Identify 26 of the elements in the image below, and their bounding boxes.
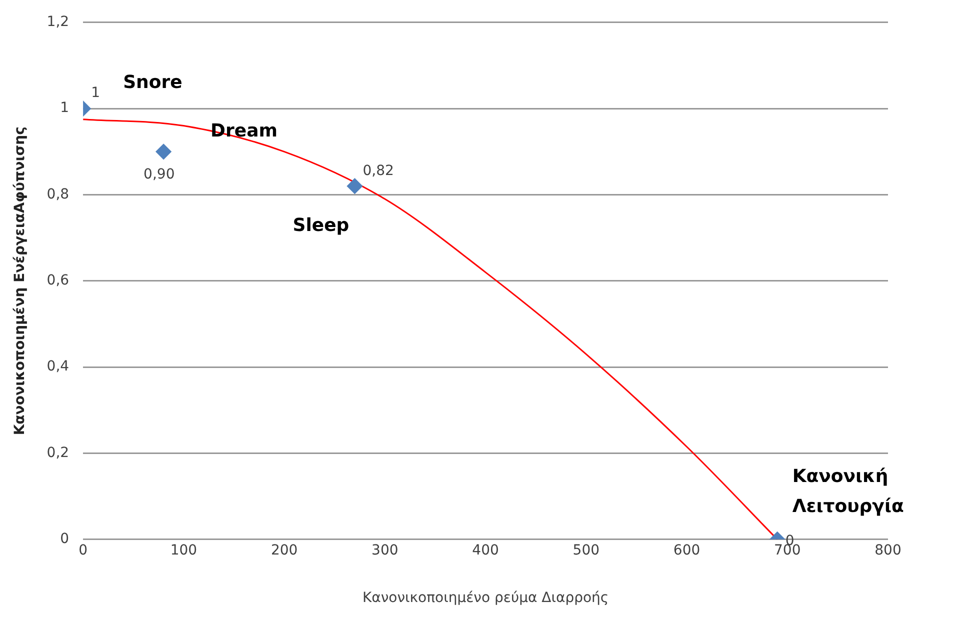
x-tick-label: 600	[673, 542, 700, 558]
x-tick-label: 100	[170, 542, 198, 558]
y-axis-title: Κανονικοποιημένη ΕνέργειαΑφύπνισης	[12, 126, 28, 436]
x-tick-label: 200	[270, 542, 298, 558]
y-tick-label: 0,4	[46, 358, 70, 375]
x-tick-label: 300	[372, 542, 398, 558]
x-tick-label: 0	[78, 542, 88, 558]
point	[156, 144, 172, 160]
x-tick-label: 500	[572, 542, 600, 558]
annotation: Κανονική Λειτουργία	[792, 466, 904, 518]
annotation: Sleep	[292, 214, 350, 236]
y-tick-label: 0	[60, 531, 70, 548]
y-tick-label: 1,2	[46, 14, 70, 30]
data-label: 0,90	[144, 166, 175, 182]
x-tick-label: 800	[874, 542, 902, 558]
data-label: 1	[91, 85, 100, 102]
y-tick-label: 0,2	[46, 444, 70, 461]
annotation: Dream	[210, 120, 278, 142]
annotation: Snore	[123, 72, 182, 94]
y-tick-label: 1	[60, 100, 70, 116]
x-axis-title: Κανονικοποιημένο ρεύμα Διαρροής	[362, 590, 609, 606]
data-label: 0,82	[362, 162, 394, 179]
point	[346, 178, 362, 194]
y-tick-label: 0,8	[46, 186, 70, 202]
y-tick-label: 0,6	[46, 272, 70, 289]
x-tick-label: 400	[472, 542, 499, 558]
